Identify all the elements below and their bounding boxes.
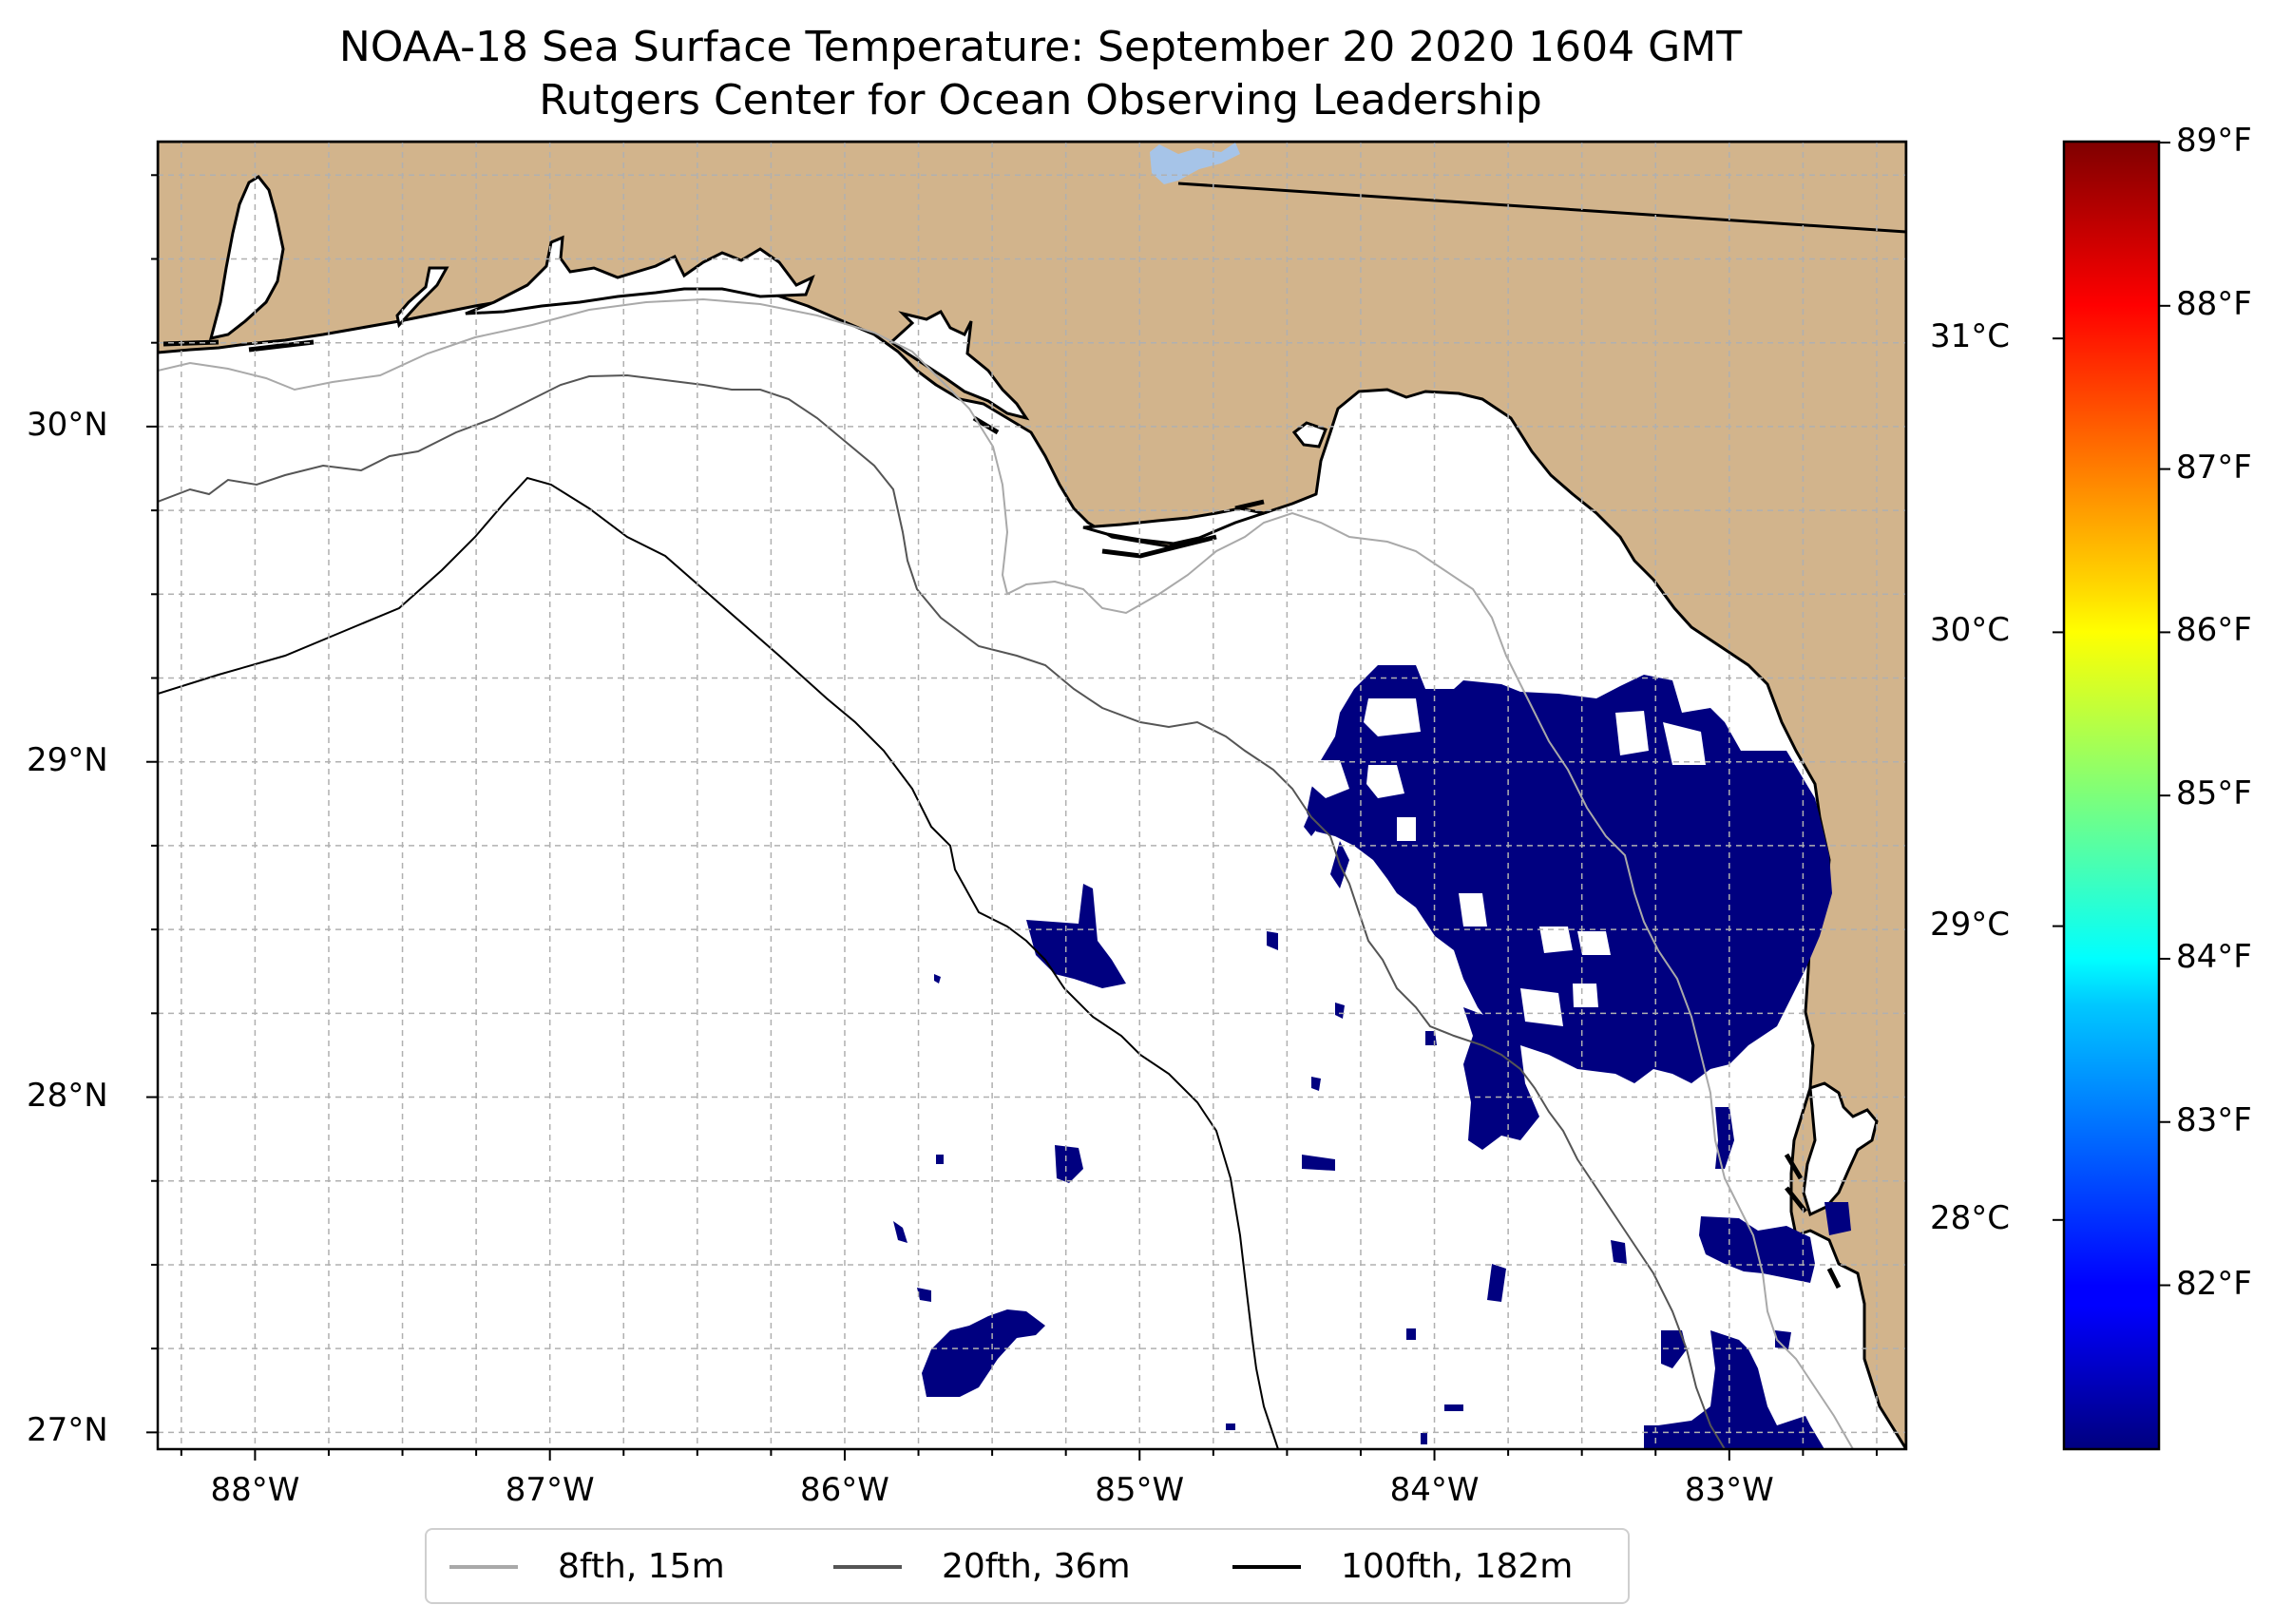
colorbar [2062, 140, 2161, 1451]
celsius-tick-label: 30°C [1930, 611, 2011, 650]
celsius-tick-label: 31°C [1930, 317, 2011, 356]
lon-tick-label: 85°W [1095, 1471, 1185, 1509]
lon-tick-label: 87°W [505, 1471, 595, 1509]
fahrenheit-tick-label: 85°F [2176, 774, 2252, 813]
lat-tick-label: 28°N [27, 1076, 108, 1115]
fahrenheit-tick-label: 82°F [2176, 1264, 2252, 1303]
legend-swatch-8fth [449, 1565, 518, 1569]
legend-label-20fth: 20fth, 36m [942, 1547, 1131, 1586]
apalachee-bay-inlet [1291, 421, 1327, 449]
fahrenheit-tick-label: 84°F [2176, 937, 2252, 976]
legend-swatch-100fth [1232, 1565, 1301, 1569]
pensacola-bay [395, 266, 449, 329]
isobath-legend: 8fth, 15m 20fth, 36m 100fth, 182m [425, 1528, 1630, 1604]
map-subtitle: Rutgers Center for Ocean Observing Leade… [539, 76, 1542, 124]
fahrenheit-tick-label: 88°F [2176, 284, 2252, 323]
choctawhatchee-bay [465, 235, 815, 315]
fahrenheit-tick-label: 87°F [2176, 448, 2252, 487]
lat-tick-label: 29°N [27, 740, 108, 779]
legend-label-100fth: 100fth, 182m [1341, 1547, 1574, 1586]
legend-swatch-20fth [833, 1565, 902, 1569]
lon-tick-label: 88°W [210, 1471, 300, 1509]
celsius-tick-label: 28°C [1930, 1198, 2011, 1237]
isobath-8fth [158, 297, 1854, 1449]
lat-tick-label: 27°N [27, 1411, 108, 1450]
map-frame [156, 140, 1908, 1451]
lat-tick-label: 30°N [27, 405, 108, 444]
lon-tick-label: 86°W [800, 1471, 889, 1509]
isobath-20fth [158, 373, 1726, 1449]
map-title: NOAA-18 Sea Surface Temperature: Septemb… [338, 23, 1743, 71]
fahrenheit-tick-label: 89°F [2176, 122, 2252, 161]
legend-label-8fth: 8fth, 15m [558, 1547, 725, 1586]
tampa-bay [1802, 1081, 1879, 1217]
lake [1150, 143, 1240, 184]
lon-tick-label: 83°W [1684, 1471, 1774, 1509]
st-andrew-bay [888, 309, 1030, 421]
state-border [1177, 182, 1906, 234]
lon-tick-label: 84°W [1389, 1471, 1480, 1509]
isobath-100fth [158, 476, 1279, 1449]
map-gridlines [158, 142, 1906, 1449]
sst-gaps [1309, 698, 1706, 1026]
fahrenheit-tick-label: 86°F [2176, 611, 2252, 650]
celsius-tick-label: 29°C [1930, 905, 2011, 944]
fahrenheit-tick-label: 83°F [2176, 1100, 2252, 1139]
mobile-bay [208, 175, 285, 340]
